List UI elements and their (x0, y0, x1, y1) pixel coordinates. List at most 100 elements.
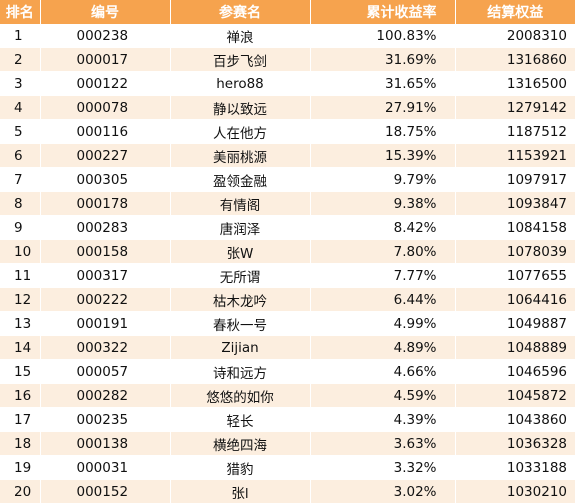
cell-rank: 11 (0, 263, 41, 288)
cell-rank: 17 (0, 407, 41, 432)
cell-id: 000222 (40, 287, 171, 312)
cell-return: 18.75% (310, 119, 456, 144)
cell-name: 百步飞剑 (170, 47, 311, 72)
cell-equity: 1064416 (455, 287, 575, 312)
table-row: 7 000305 盈领金融 9.79% 1097917 (0, 167, 575, 192)
cell-name: 美丽桃源 (170, 143, 311, 168)
cell-equity: 1093847 (455, 191, 575, 216)
cell-id: 000152 (40, 479, 171, 504)
table-row: 12 000222 枯木龙吟 6.44% 1064416 (0, 287, 575, 312)
cell-id: 000178 (40, 191, 171, 216)
header-id: 编号 (40, 0, 171, 24)
cell-rank: 19 (0, 455, 41, 480)
cell-id: 000283 (40, 215, 171, 240)
cell-return: 4.99% (310, 311, 456, 336)
cell-return: 8.42% (310, 215, 456, 240)
cell-return: 31.69% (310, 47, 456, 72)
cell-equity: 1048889 (455, 335, 575, 360)
cell-rank: 7 (0, 167, 41, 192)
table-row: 10 000158 张W 7.80% 1078039 (0, 239, 575, 264)
cell-equity: 1046596 (455, 359, 575, 384)
header-row: 排名 编号 参赛名 累计收益率 结算权益 (0, 0, 575, 24)
table-row: 8 000178 有情阁 9.38% 1093847 (0, 191, 575, 216)
table-row: 17 000235 轻长 4.39% 1043860 (0, 407, 575, 432)
cell-name: 禅浪 (170, 24, 311, 48)
cell-name: 盈领金融 (170, 167, 311, 192)
cell-rank: 16 (0, 383, 41, 408)
cell-return: 4.66% (310, 359, 456, 384)
cell-return: 9.38% (310, 191, 456, 216)
cell-equity: 1279142 (455, 95, 575, 120)
cell-rank: 2 (0, 47, 41, 72)
cell-name: hero88 (170, 71, 311, 96)
cell-name: 张W (170, 239, 311, 264)
cell-equity: 1316500 (455, 71, 575, 96)
cell-name: 轻长 (170, 407, 311, 432)
header-equity: 结算权益 (455, 0, 575, 24)
cell-id: 000057 (40, 359, 171, 384)
cell-id: 000078 (40, 95, 171, 120)
cell-return: 3.63% (310, 431, 456, 456)
table-row: 16 000282 悠悠的如你 4.59% 1045872 (0, 383, 575, 408)
header-rank: 排名 (0, 0, 41, 24)
cell-equity: 1097917 (455, 167, 575, 192)
cell-id: 000317 (40, 263, 171, 288)
cell-return: 6.44% (310, 287, 456, 312)
cell-name: 有情阁 (170, 191, 311, 216)
cell-rank: 5 (0, 119, 41, 144)
table-row: 20 000152 张l 3.02% 1030210 (0, 479, 575, 504)
cell-name: 悠悠的如你 (170, 383, 311, 408)
header-name: 参赛名 (170, 0, 311, 24)
cell-return: 7.80% (310, 239, 456, 264)
cell-id: 000138 (40, 431, 171, 456)
cell-name: 枯木龙吟 (170, 287, 311, 312)
cell-return: 27.91% (310, 95, 456, 120)
table-row: 6 000227 美丽桃源 15.39% 1153921 (0, 143, 575, 168)
cell-id: 000235 (40, 407, 171, 432)
cell-rank: 12 (0, 287, 41, 312)
table-row: 2 000017 百步飞剑 31.69% 1316860 (0, 47, 575, 72)
cell-equity: 1077655 (455, 263, 575, 288)
cell-id: 000031 (40, 455, 171, 480)
table-row: 18 000138 横绝四海 3.63% 1036328 (0, 431, 575, 456)
cell-return: 31.65% (310, 71, 456, 96)
cell-return: 7.77% (310, 263, 456, 288)
table-row: 4 000078 静以致远 27.91% 1279142 (0, 95, 575, 120)
cell-equity: 1049887 (455, 311, 575, 336)
cell-id: 000238 (40, 24, 171, 48)
cell-return: 4.39% (310, 407, 456, 432)
cell-rank: 8 (0, 191, 41, 216)
cell-rank: 13 (0, 311, 41, 336)
cell-equity: 1043860 (455, 407, 575, 432)
cell-id: 000305 (40, 167, 171, 192)
table-row: 13 000191 春秋一号 4.99% 1049887 (0, 311, 575, 336)
cell-id: 000122 (40, 71, 171, 96)
cell-equity: 1033188 (455, 455, 575, 480)
cell-rank: 9 (0, 215, 41, 240)
cell-return: 100.83% (310, 24, 456, 48)
table-row: 14 000322 Zijian 4.89% 1048889 (0, 335, 575, 360)
cell-id: 000017 (40, 47, 171, 72)
cell-return: 3.32% (310, 455, 456, 480)
cell-equity: 1030210 (455, 479, 575, 504)
cell-rank: 14 (0, 335, 41, 360)
cell-name: 人在他方 (170, 119, 311, 144)
cell-return: 9.79% (310, 167, 456, 192)
cell-rank: 3 (0, 71, 41, 96)
cell-id: 000282 (40, 383, 171, 408)
cell-name: 张l (170, 479, 311, 504)
cell-equity: 2008310 (455, 24, 575, 48)
cell-return: 15.39% (310, 143, 456, 168)
table-row: 1 000238 禅浪 100.83% 2008310 (0, 24, 575, 48)
cell-name: 猎豹 (170, 455, 311, 480)
cell-id: 000191 (40, 311, 171, 336)
cell-rank: 10 (0, 239, 41, 264)
cell-id: 000116 (40, 119, 171, 144)
cell-name: 诗和远方 (170, 359, 311, 384)
table-row: 9 000283 唐润泽 8.42% 1084158 (0, 215, 575, 240)
cell-equity: 1084158 (455, 215, 575, 240)
cell-id: 000227 (40, 143, 171, 168)
cell-equity: 1153921 (455, 143, 575, 168)
cell-return: 4.59% (310, 383, 456, 408)
